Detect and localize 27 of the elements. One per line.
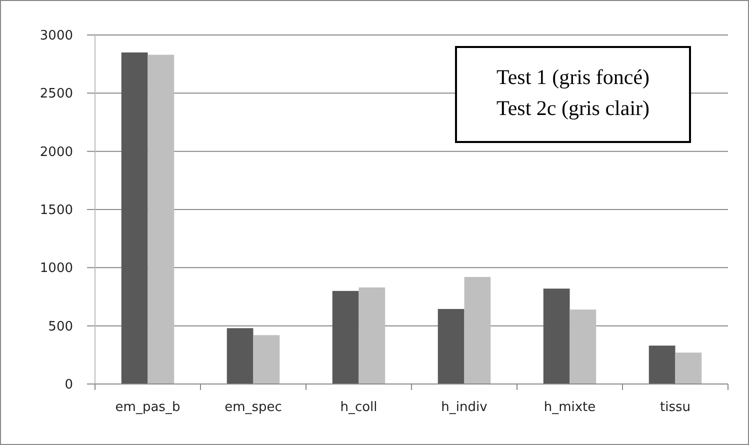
bar bbox=[121, 52, 148, 384]
x-tick-label: h_mixte bbox=[544, 400, 596, 415]
bar bbox=[675, 352, 702, 384]
annotation: Test 2c (gris clair) bbox=[496, 96, 650, 120]
y-tick-label: 1000 bbox=[40, 261, 73, 276]
annotation: Test 1 (gris foncé) bbox=[496, 65, 650, 89]
y-tick-label: 2500 bbox=[40, 86, 73, 102]
x-tick-label: em_pas_b bbox=[115, 400, 180, 415]
bar bbox=[253, 335, 280, 384]
y-tick-label: 3000 bbox=[40, 28, 73, 44]
bar bbox=[148, 54, 174, 384]
bar bbox=[570, 310, 596, 384]
bar bbox=[358, 287, 386, 384]
bar bbox=[464, 276, 491, 384]
bar bbox=[332, 290, 359, 384]
bar bbox=[438, 308, 464, 384]
y-tick-label: 2000 bbox=[40, 144, 73, 160]
y-tick-label: 500 bbox=[48, 319, 73, 334]
x-tick-label: h_indiv bbox=[441, 400, 488, 415]
x-tick-label: tissu bbox=[660, 400, 690, 415]
bar bbox=[226, 328, 254, 384]
x-tick-label: em_spec bbox=[224, 400, 282, 415]
y-tick-label: 0 bbox=[64, 378, 73, 393]
bar bbox=[543, 288, 570, 384]
y-tick-label: 1500 bbox=[40, 203, 73, 218]
bar bbox=[648, 346, 676, 384]
x-tick-label: h_coll bbox=[340, 400, 378, 415]
